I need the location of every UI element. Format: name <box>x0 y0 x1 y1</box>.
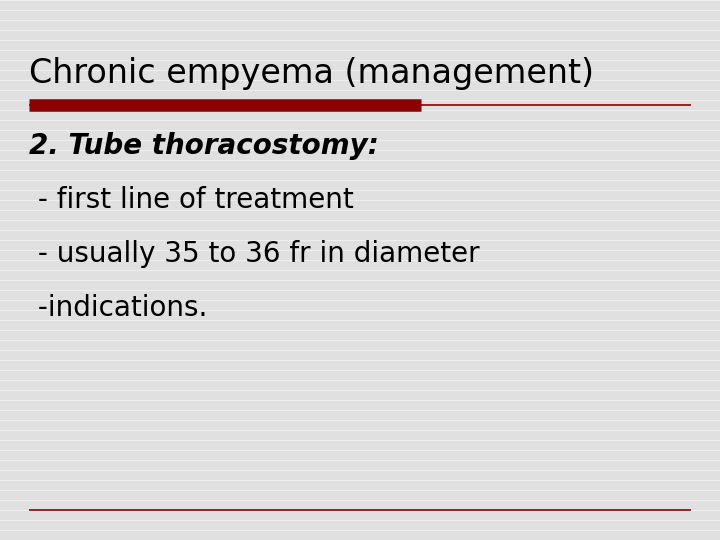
Text: 2. Tube thoracostomy:: 2. Tube thoracostomy: <box>29 132 379 160</box>
Text: -indications.: -indications. <box>29 294 207 322</box>
Text: - first line of treatment: - first line of treatment <box>29 186 354 214</box>
Text: - usually 35 to 36 fr in diameter: - usually 35 to 36 fr in diameter <box>29 240 480 268</box>
Text: Chronic empyema (management): Chronic empyema (management) <box>29 57 594 90</box>
